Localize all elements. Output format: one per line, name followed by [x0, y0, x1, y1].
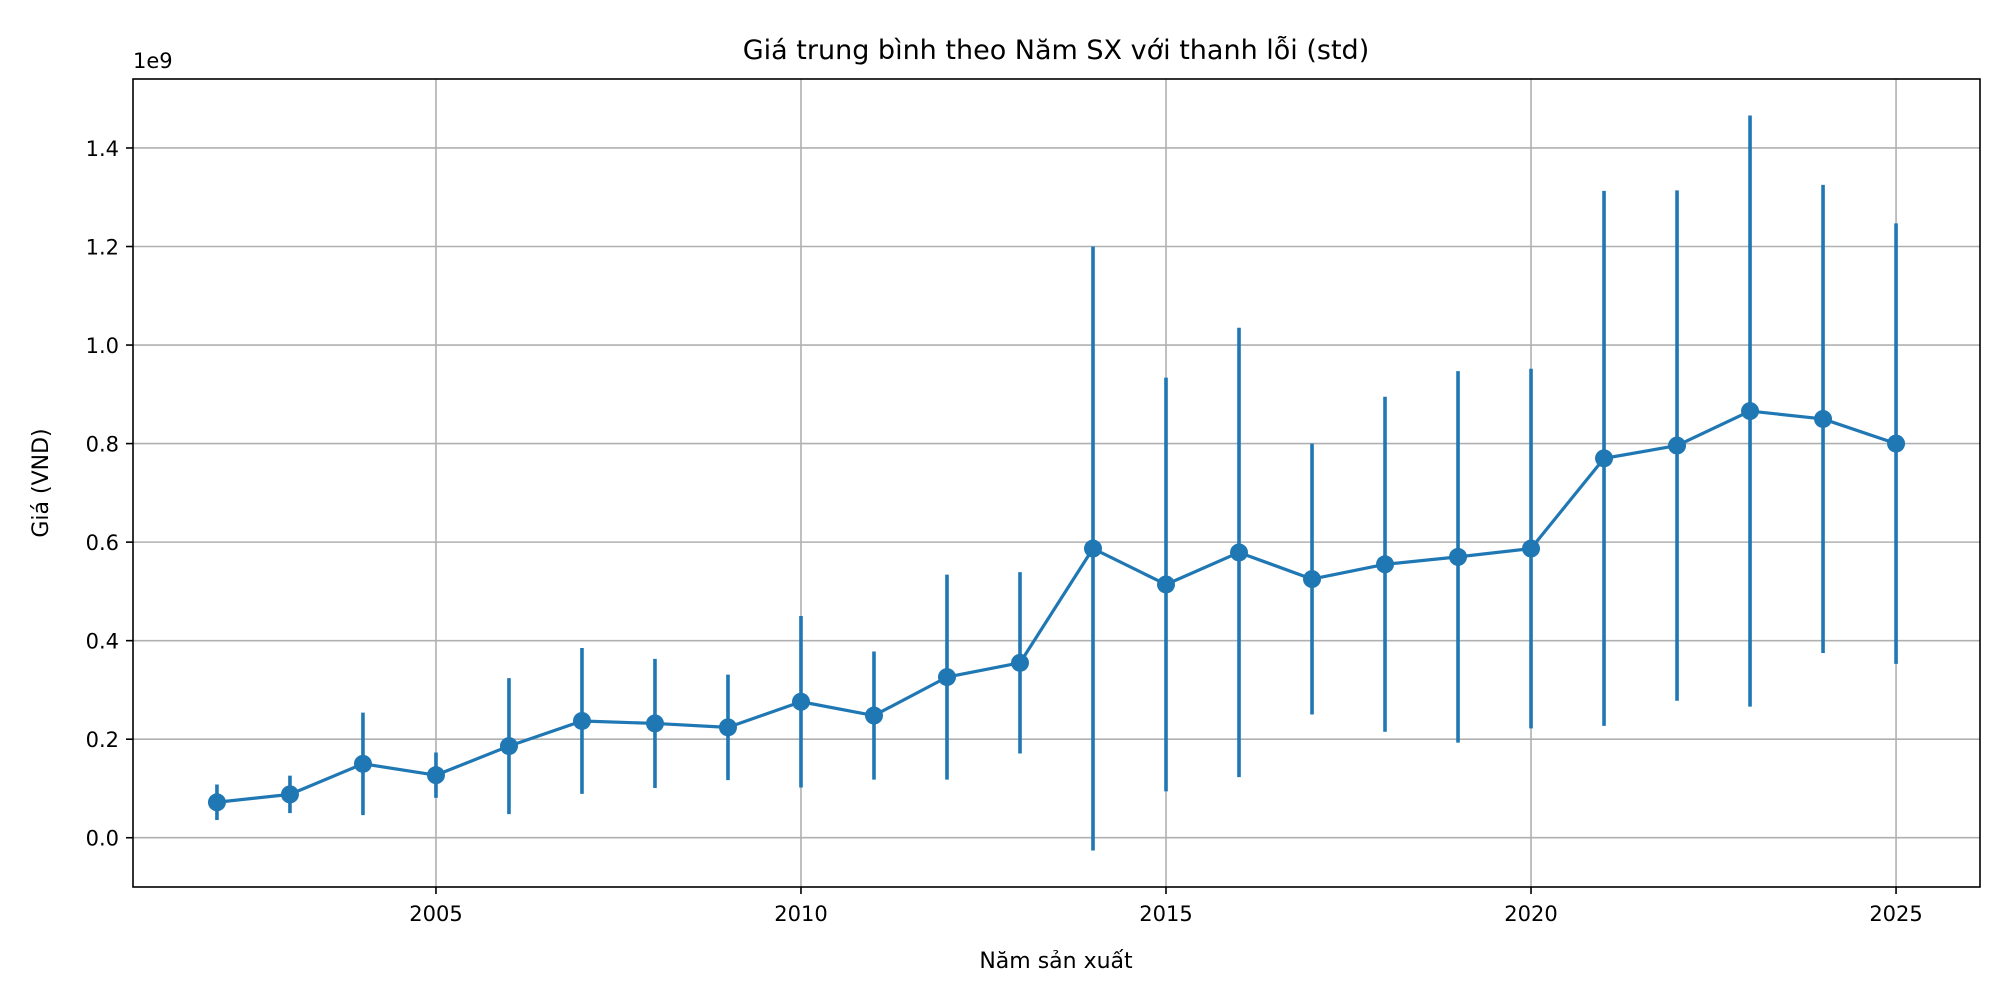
data-point [1157, 575, 1176, 594]
x-tick-label: 2025 [1869, 902, 1922, 926]
data-point [280, 785, 299, 804]
data-point [791, 692, 810, 711]
x-axis-title: Năm sản xuất [979, 949, 1133, 974]
data-points [207, 402, 1906, 812]
y-tick-label: 1.4 [86, 137, 119, 161]
data-point [718, 718, 737, 737]
x-tick-label: 2015 [1139, 902, 1192, 926]
y-axis-title: Giá (VND) [29, 428, 54, 537]
y-tick-label: 0.8 [86, 433, 119, 457]
data-point [499, 737, 518, 756]
data-point [1303, 570, 1322, 589]
data-point [1522, 539, 1541, 558]
data-point [1230, 543, 1249, 562]
series-line [216, 409, 1897, 804]
y-tick-label: 1.2 [86, 236, 119, 260]
data-point [207, 793, 226, 812]
plot-frame [132, 78, 1981, 888]
data-point [1668, 436, 1687, 455]
data-point [1595, 449, 1614, 468]
y-tick-label: 0.2 [86, 728, 119, 752]
data-point [864, 706, 883, 725]
y-tick-label: 0.0 [86, 827, 119, 851]
axis-ticks: 2005 2010 2015 2020 2025 0.0 0.2 0.4 0.6 0.8 1.0 1.… [86, 137, 1923, 926]
error-bars [215, 115, 1898, 851]
data-point [1084, 539, 1103, 558]
series-line-layer [216, 409, 1897, 804]
x-tick-label: 2010 [774, 902, 827, 926]
data-point [1887, 434, 1906, 453]
data-point [426, 766, 445, 785]
data-point [353, 754, 372, 773]
x-tick-label: 2005 [409, 902, 462, 926]
data-point [572, 711, 591, 730]
data-point [1010, 653, 1029, 672]
y-tick-label: 0.4 [86, 630, 119, 654]
y-tick-label: 1.0 [86, 334, 119, 358]
chart-title: Giá trung bình theo Năm SX với thanh lỗi… [743, 35, 1369, 66]
data-point [645, 714, 664, 733]
y-tick-label: 0.6 [86, 531, 119, 555]
data-point [1449, 547, 1468, 566]
data-point [1814, 409, 1833, 428]
data-point [1376, 555, 1395, 574]
data-point [1741, 402, 1760, 421]
y-offset-label: 1e9 [133, 49, 173, 73]
x-tick-label: 2020 [1504, 902, 1557, 926]
data-point [937, 668, 956, 687]
grid [133, 79, 1980, 887]
